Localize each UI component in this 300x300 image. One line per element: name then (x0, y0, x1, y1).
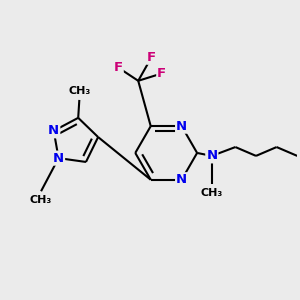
Text: N: N (176, 173, 187, 186)
Text: N: N (53, 152, 64, 165)
Text: N: N (48, 124, 59, 137)
Text: N: N (206, 149, 218, 162)
Text: CH₃: CH₃ (68, 86, 91, 96)
Text: N: N (176, 120, 187, 133)
Text: CH₃: CH₃ (30, 195, 52, 205)
Text: F: F (114, 61, 123, 74)
Text: F: F (157, 67, 166, 80)
Text: CH₃: CH₃ (201, 188, 223, 198)
Text: F: F (147, 51, 156, 64)
